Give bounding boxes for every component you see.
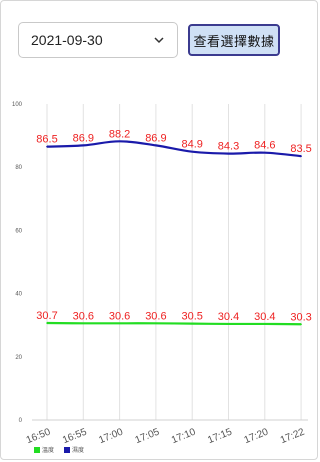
data-point	[118, 140, 121, 143]
query-button[interactable]: 查看選擇數據	[188, 24, 280, 56]
legend-swatch-1	[64, 447, 70, 453]
date-select[interactable]: 2021-09-30	[18, 22, 178, 58]
data-label: 30.6	[109, 310, 130, 322]
data-label: 30.5	[181, 311, 202, 323]
data-label: 88.2	[109, 128, 130, 140]
series-line-0	[46, 321, 302, 326]
chevron-down-icon	[154, 37, 164, 44]
y-tick-label: 60	[15, 228, 22, 234]
data-label: 30.4	[218, 311, 239, 323]
data-label: 86.5	[36, 134, 57, 146]
data-point	[300, 323, 302, 326]
data-label: 30.7	[36, 310, 57, 322]
series-lines	[46, 140, 302, 326]
x-tick-label: 17:10	[170, 426, 198, 446]
x-tick-label: 17:22	[279, 426, 307, 446]
x-tick-label: 17:00	[97, 426, 125, 446]
data-label: 86.9	[73, 132, 94, 144]
data-label: 84.3	[218, 141, 239, 153]
y-tick-label: 0	[19, 418, 23, 424]
data-point	[300, 155, 302, 157]
data-point	[46, 322, 48, 324]
data-label: 86.9	[145, 132, 166, 144]
legend-label: 濕度	[72, 446, 84, 454]
data-point	[82, 322, 85, 325]
series-line-1	[46, 140, 302, 158]
data-label: 30.3	[290, 311, 311, 323]
data-point	[155, 144, 157, 147]
date-select-value: 2021-09-30	[31, 32, 103, 48]
data-point	[155, 322, 157, 325]
data-label: 30.6	[145, 310, 166, 322]
y-tick-label: 100	[12, 102, 23, 108]
data-point	[46, 145, 48, 148]
data-label: 84.6	[254, 140, 275, 152]
y-tick-label: 80	[15, 165, 22, 171]
data-label: 30.6	[73, 310, 94, 322]
data-point	[118, 322, 121, 325]
x-tick-label: 17:20	[243, 426, 271, 446]
legend: 溫度 濕度	[34, 446, 84, 454]
legend-label: 溫度	[42, 446, 54, 454]
data-label: 84.9	[181, 139, 202, 151]
x-tick-label: 17:05	[134, 426, 162, 446]
legend-swatch-0	[34, 447, 40, 453]
data-point	[191, 150, 193, 153]
data-point	[227, 152, 230, 155]
y-tick-label: 20	[15, 355, 22, 361]
x-tick-label: 16:50	[25, 426, 53, 446]
data-point	[264, 151, 266, 154]
x-tick-label: 16:55	[61, 426, 89, 446]
data-point	[191, 322, 193, 325]
data-labels: 30.7 30.6 30.6 30.6 30.5 30.4 30.4 30.3 86.5 86.9…	[36, 128, 312, 323]
data-label: 30.4	[254, 311, 275, 323]
data-label: 83.5	[290, 143, 311, 155]
data-point	[82, 144, 85, 147]
y-tick-label: 40	[15, 292, 22, 298]
data-point	[264, 323, 266, 325]
data-point	[227, 323, 230, 325]
x-tick-label: 17:15	[206, 426, 234, 446]
line-chart: 0 20 40 60 80 100 16:50 16:55 17:00 17:05 17:10 17:…	[12, 102, 312, 454]
